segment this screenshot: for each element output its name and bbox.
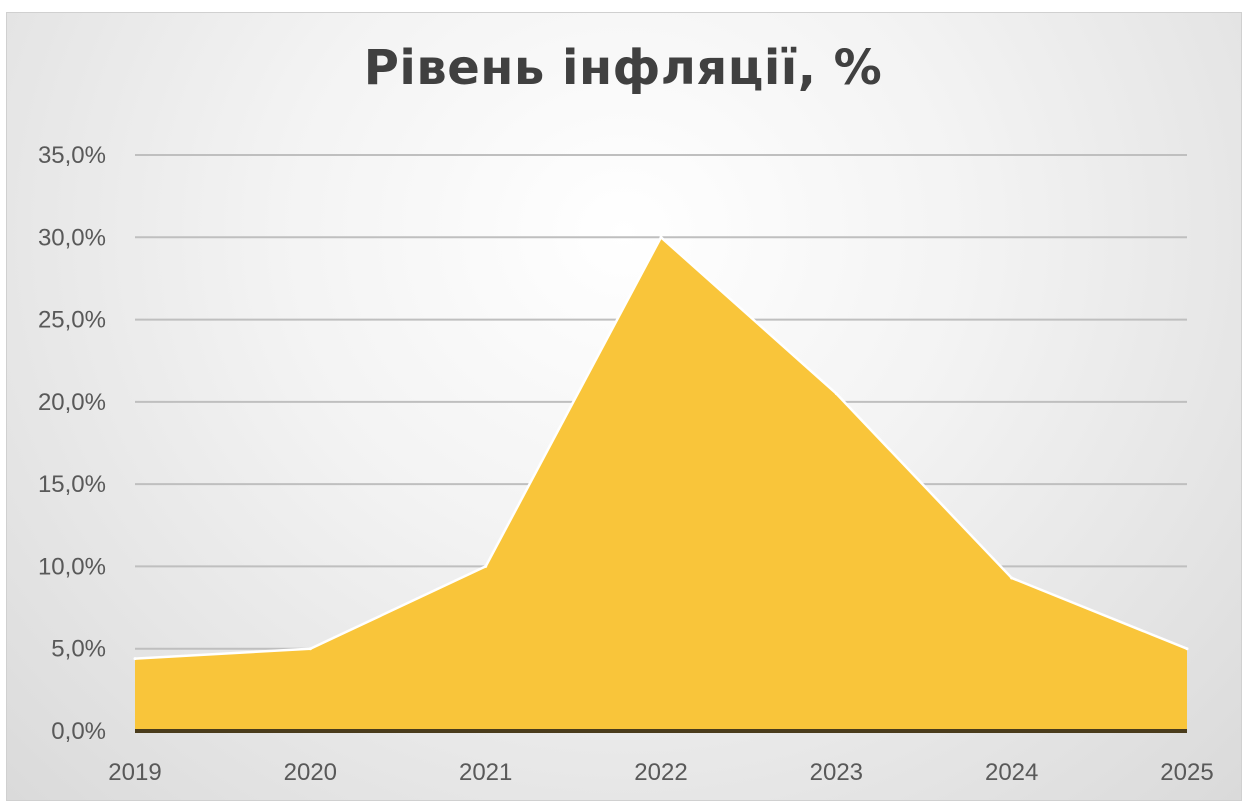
y-tick-label: 20,0%: [38, 389, 106, 416]
y-tick-label: 35,0%: [38, 142, 106, 169]
x-tick-label: 2022: [634, 759, 687, 786]
y-tick-labels: 0,0% 5,0% 10,0% 15,0% 20,0% 25,0% 30,0% 35,0%: [38, 142, 106, 745]
data-point: [834, 392, 838, 396]
data-point: [1185, 647, 1189, 651]
data-point: [308, 647, 312, 651]
y-tick-label: 25,0%: [38, 307, 106, 334]
x-tick-label: 2019: [108, 759, 161, 786]
x-tick-label: 2025: [1160, 759, 1213, 786]
area-fill: [135, 237, 1187, 732]
area-series: [133, 235, 1189, 732]
y-tick-label: 0,0%: [51, 718, 106, 745]
x-tick-label: 2021: [459, 759, 512, 786]
data-point: [484, 564, 488, 568]
x-tick-labels: 2019 2020 2021 2022 2023 2024 2025: [108, 759, 1213, 786]
y-tick-label: 10,0%: [38, 553, 106, 580]
x-tick-label: 2024: [985, 759, 1038, 786]
x-tick-label: 2023: [810, 759, 863, 786]
y-tick-label: 15,0%: [38, 471, 106, 498]
data-point: [659, 235, 663, 239]
y-tick-label: 5,0%: [51, 636, 106, 663]
data-point: [133, 657, 137, 661]
y-tick-label: 30,0%: [38, 224, 106, 251]
chart-title: Рівень інфляції, %: [363, 40, 883, 96]
data-point: [1010, 576, 1014, 580]
x-tick-label: 2020: [284, 759, 337, 786]
